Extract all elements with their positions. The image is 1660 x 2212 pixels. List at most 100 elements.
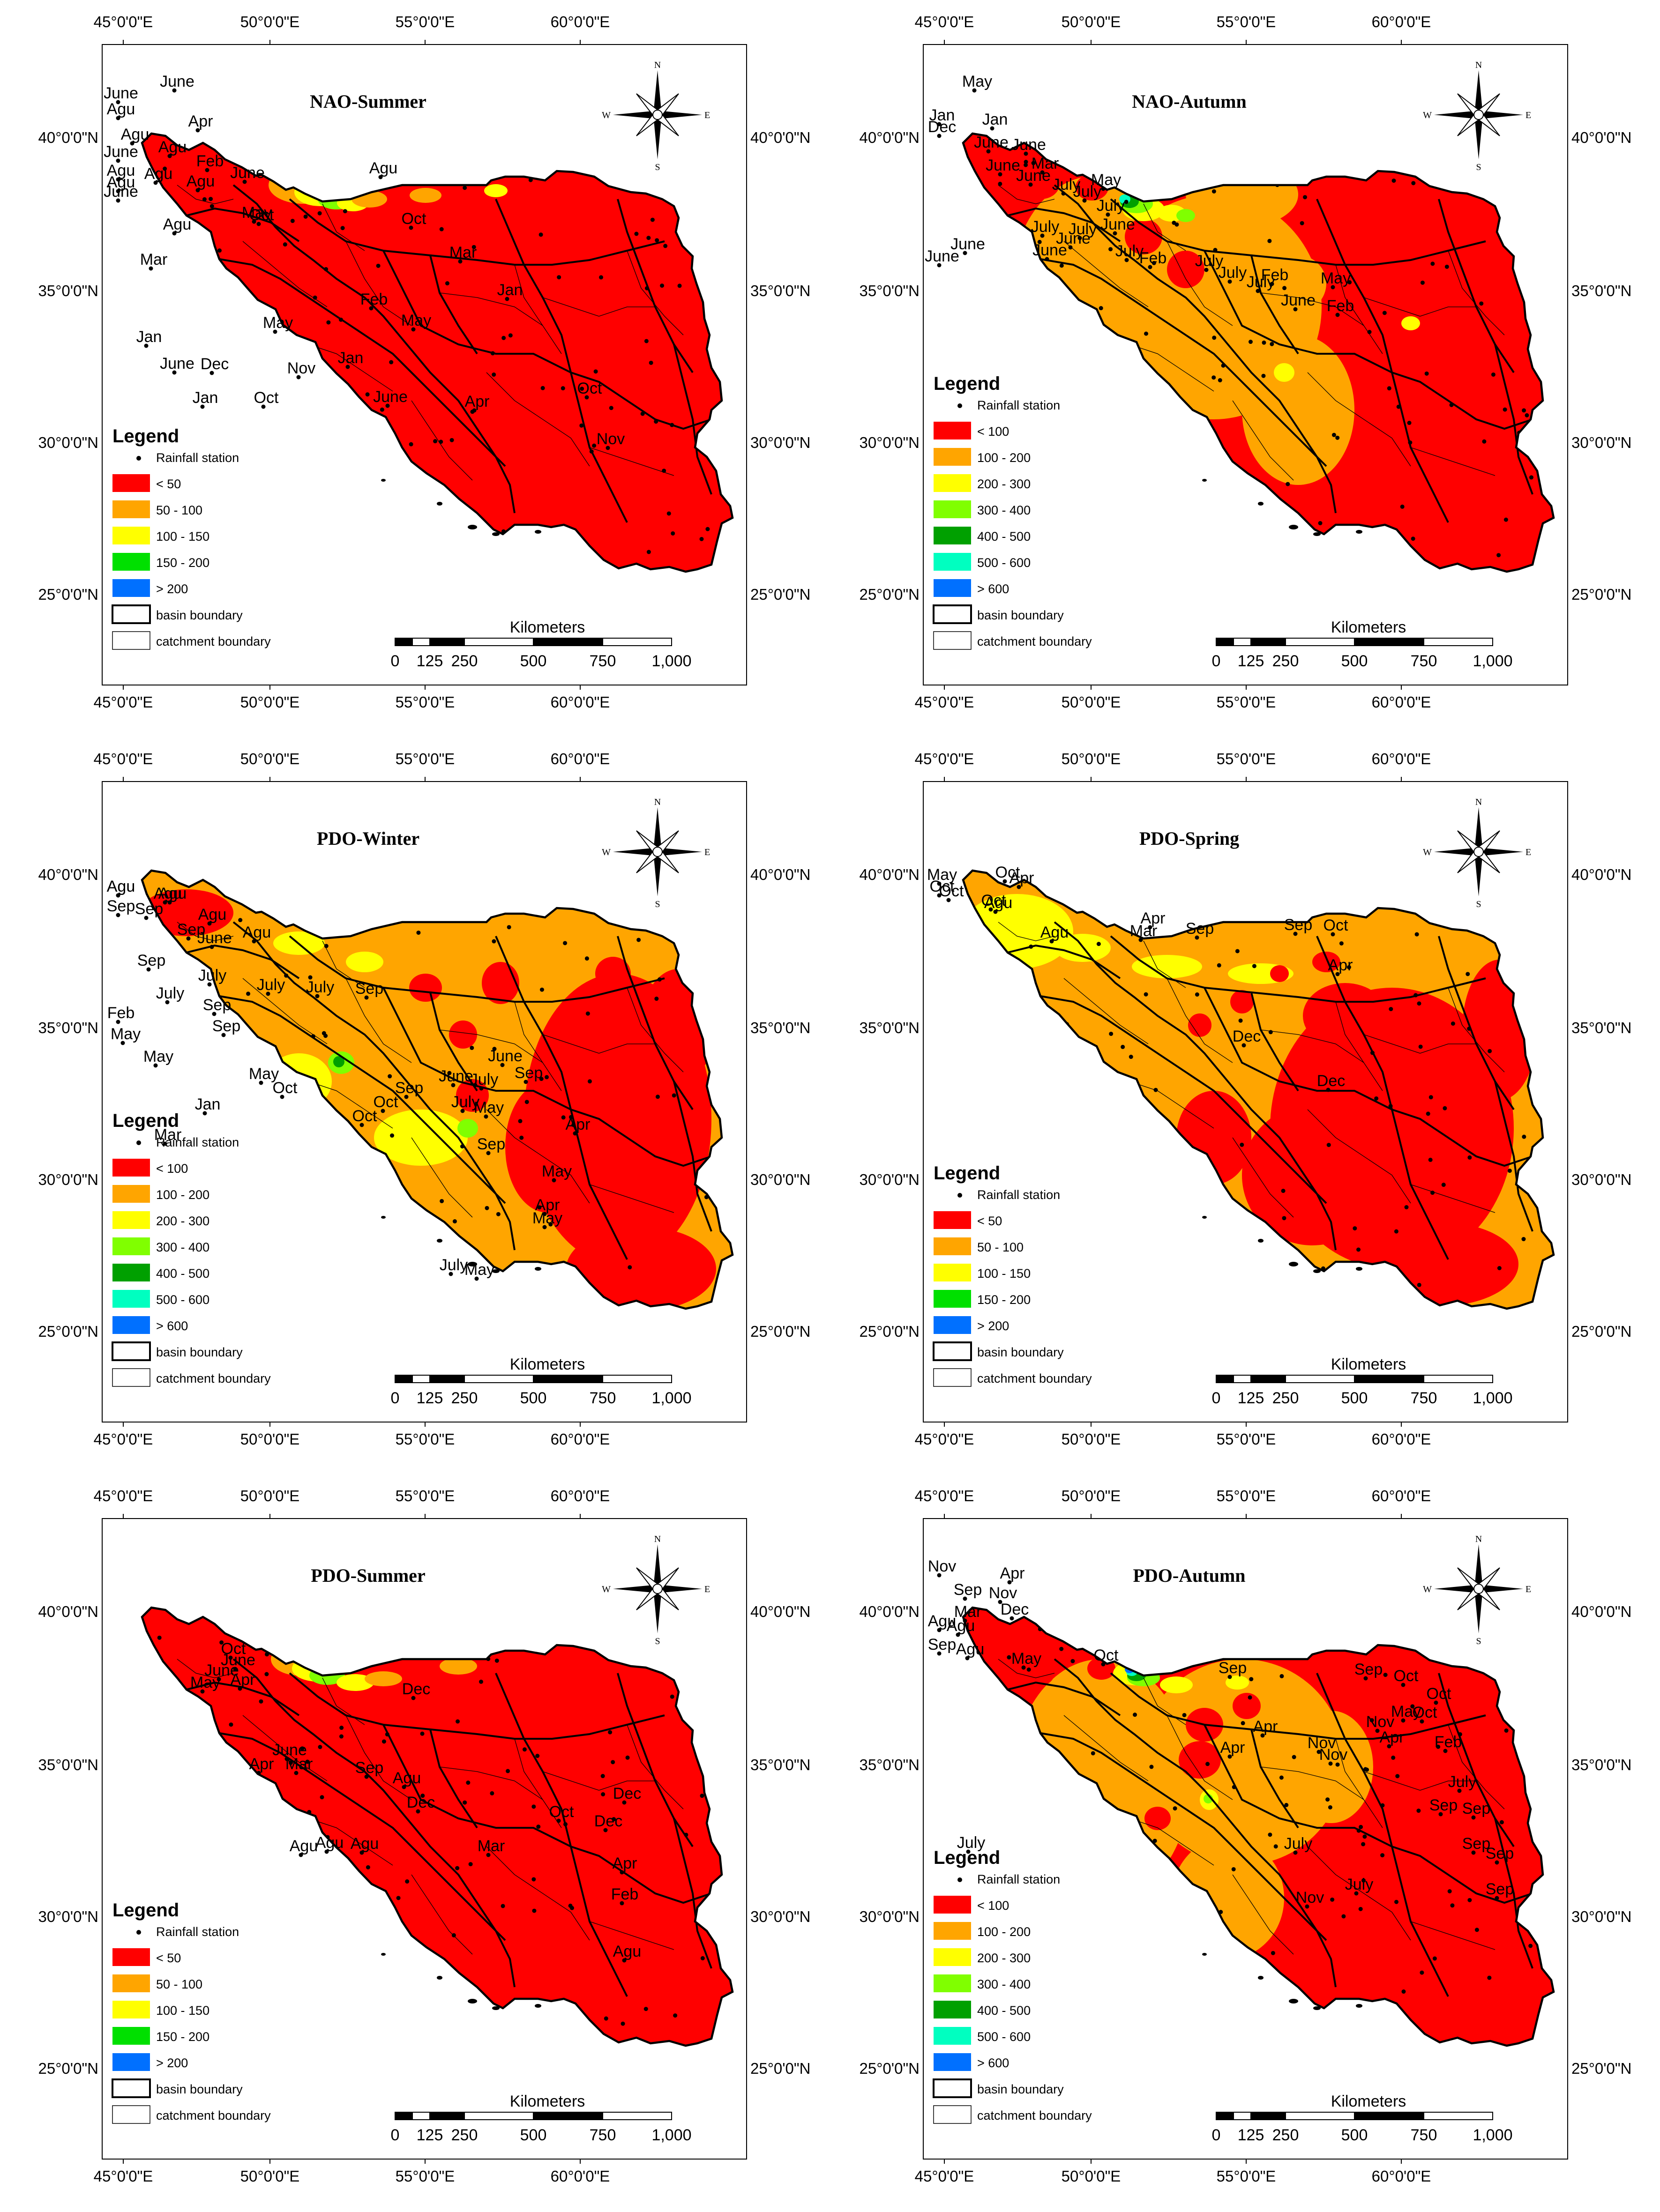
rainfall-station-dot (1363, 1767, 1368, 1772)
basin-boundary (1007, 944, 1121, 979)
rainfall-station-dot (1330, 1897, 1335, 1902)
rainfall-station-dot (1149, 1765, 1154, 1769)
lon-tick-bottom: 60°0'0"E (551, 2167, 610, 2185)
rainfall-station-dot (1279, 1674, 1284, 1678)
island (1202, 1953, 1207, 1956)
basin-boundary (1438, 199, 1515, 373)
basin-boundary (186, 1681, 300, 1716)
catchment-boundary (1335, 1001, 1383, 1091)
legend-swatch (112, 2053, 150, 2071)
legend-class-label: < 100 (977, 1899, 1009, 1913)
rainfall-station-dot (380, 407, 384, 412)
scale-bar-label: 0 (391, 2126, 400, 2144)
lat-tick-right: 35°0'0"N (750, 1019, 810, 1036)
rainfall-station-dot (153, 1063, 158, 1068)
rainfall-station-dot (1021, 1665, 1026, 1670)
rainfall-station-dot (339, 1734, 344, 1739)
catchment-boundary (486, 1109, 590, 1204)
month-label: Oct (577, 380, 602, 397)
basin-boundary (382, 1724, 571, 1847)
month-label: Jan (338, 349, 364, 367)
rainfall-station-dot (1401, 1718, 1406, 1723)
map-svg: 45°0'0"E 45°0'0"E 50°0'0"E 50°0'0"E 55°0'0"E… (860, 750, 1632, 1448)
rainfall-station-dot (524, 1100, 529, 1104)
legend-catchment-swatch (933, 631, 972, 650)
month-label: June (104, 84, 138, 102)
lon-tick-top: 55°0'0"E (396, 750, 455, 767)
rainfall-station-dot (563, 941, 568, 946)
rainfall-station-dot (315, 994, 320, 998)
rainfall-station-dot (470, 1045, 474, 1050)
month-label: June (950, 235, 985, 253)
legend-class-label: 50 - 100 (156, 1977, 202, 1991)
basin-boundaries (1007, 184, 1533, 523)
rainfall-station-dot (1268, 1030, 1273, 1035)
rainfall-station-dot (654, 419, 658, 424)
scale-bar-segment (395, 2112, 413, 2120)
rainfall-station-dot (456, 1719, 460, 1724)
rainfall-station-dot (163, 900, 167, 905)
rainfall-station-dot (585, 1011, 590, 1016)
rainfall-station-dot (1182, 1713, 1187, 1717)
month-label: Oct (374, 1093, 398, 1111)
legend-class-label: 100 - 200 (156, 1188, 209, 1202)
legend-swatch (112, 2001, 150, 2018)
month-label: Agu (107, 878, 135, 895)
rainfall-station-dot (130, 141, 135, 146)
lon-tick-bottom: 50°0'0"E (1062, 2167, 1121, 2185)
scale-bar: Kilometers 0 125 250 500 750 1,000 (391, 618, 692, 670)
lat-tick-right: 30°0'0"N (750, 434, 810, 451)
rainfall-station-dot (186, 936, 191, 941)
month-label: Dec (613, 1785, 641, 1802)
rainfall-station-dot (1059, 1646, 1064, 1651)
rainfall-station-dot (318, 1745, 322, 1750)
legend-class-label: 300 - 400 (977, 1977, 1031, 1991)
basin-boundary (289, 1672, 665, 1740)
month-label: July (1115, 242, 1144, 260)
lon-tick-bottom: 55°0'0"E (1217, 693, 1276, 711)
basin-boundary (1110, 1672, 1486, 1740)
rainfall-station-dot (326, 320, 331, 325)
compass-s: S (655, 162, 660, 172)
legend-class-label: > 200 (156, 2056, 188, 2070)
rainfall-station-dot (1396, 404, 1401, 409)
compass-s: S (655, 1636, 660, 1646)
month-label: July (1069, 220, 1097, 238)
lat-tick-left: 35°0'0"N (860, 1756, 920, 1773)
rainfall-station-dot (545, 1075, 549, 1080)
month-label: May (464, 1261, 494, 1279)
rainfall-station-dot (1467, 1026, 1472, 1031)
legend-station-label: Rainfall station (156, 451, 239, 465)
scale-bar-segment (1423, 1375, 1493, 1383)
month-label: Feb (1139, 249, 1167, 267)
month-label: Agu (158, 138, 187, 156)
lat-tick-left: 35°0'0"N (38, 1019, 98, 1036)
compass-w: W (602, 1584, 611, 1594)
rainfall-station-dot (439, 439, 443, 444)
compass-centre (1473, 1584, 1484, 1594)
scale-bar-segment (464, 1375, 534, 1383)
rainfall-station-dot (1211, 375, 1216, 380)
rainfall-station-dot (261, 404, 266, 409)
legend-class-label: 100 - 200 (977, 451, 1031, 465)
scale-bar: Kilometers 0 125 250 500 750 1,000 (1212, 1356, 1513, 1407)
rainfall-station-dot (1428, 1095, 1433, 1100)
rainfall-station-dot (1286, 482, 1290, 486)
rainfall-station-dot (646, 550, 651, 554)
compass-n: N (654, 797, 661, 807)
rainfall-station-dot (1282, 1216, 1286, 1221)
lat-tick-left: 25°0'0"N (38, 2060, 98, 2077)
month-label: Feb (611, 1885, 639, 1903)
rainfall-station-dot (535, 1754, 540, 1758)
basin-boundaries (186, 1658, 712, 1997)
island (1356, 1267, 1362, 1271)
rainfall-station-dot (1441, 1183, 1446, 1187)
rainfall-station-dot (1408, 440, 1413, 445)
compass-s: S (1476, 162, 1481, 172)
lat-tick-right: 25°0'0"N (1571, 1323, 1631, 1340)
month-label: Oct (549, 1803, 574, 1821)
scale-bar-segment (1354, 1375, 1424, 1383)
rainfall-station-dot (1432, 1956, 1437, 1961)
rainfall-zone (505, 1081, 590, 1213)
